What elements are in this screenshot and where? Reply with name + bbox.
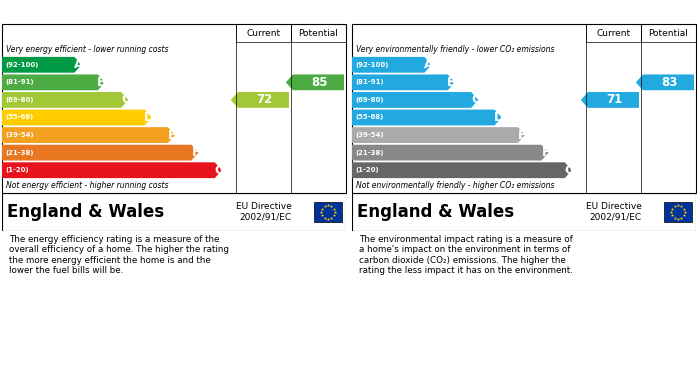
Bar — [314, 202, 342, 222]
Text: Not energy efficient - higher running costs: Not energy efficient - higher running co… — [6, 181, 169, 190]
Polygon shape — [352, 127, 525, 143]
Text: (39-54): (39-54) — [355, 132, 384, 138]
Text: 71: 71 — [607, 93, 623, 106]
Bar — [586, 24, 641, 42]
Text: Potential: Potential — [648, 29, 688, 38]
Text: (81-91): (81-91) — [5, 79, 34, 85]
Polygon shape — [2, 162, 222, 178]
Text: E: E — [168, 129, 176, 142]
Text: F: F — [191, 146, 200, 159]
Bar — [664, 202, 692, 222]
Polygon shape — [581, 92, 639, 108]
Polygon shape — [352, 57, 431, 73]
Text: (69-80): (69-80) — [5, 97, 34, 103]
Text: Environmental Impact (CO₂) Rating: Environmental Impact (CO₂) Rating — [357, 7, 603, 20]
Text: 83: 83 — [662, 76, 678, 89]
Text: (21-38): (21-38) — [355, 150, 384, 156]
Polygon shape — [2, 109, 152, 126]
Text: G: G — [564, 164, 574, 177]
Text: Current: Current — [246, 29, 281, 38]
Text: Very energy efficient - lower running costs: Very energy efficient - lower running co… — [6, 45, 169, 54]
Text: England & Wales: England & Wales — [357, 203, 514, 221]
Bar — [236, 24, 291, 42]
Polygon shape — [2, 74, 105, 90]
Text: (92-100): (92-100) — [355, 62, 388, 68]
Bar — [291, 24, 346, 42]
Text: C: C — [121, 93, 130, 106]
Text: EU Directive
2002/91/EC: EU Directive 2002/91/EC — [236, 202, 292, 222]
Polygon shape — [2, 92, 128, 108]
Polygon shape — [352, 74, 455, 90]
Polygon shape — [352, 109, 502, 126]
Polygon shape — [352, 162, 572, 178]
Text: (39-54): (39-54) — [5, 132, 34, 138]
Polygon shape — [2, 127, 175, 143]
Polygon shape — [352, 145, 549, 161]
Text: D: D — [494, 111, 504, 124]
Text: E: E — [518, 129, 526, 142]
Text: Current: Current — [596, 29, 631, 38]
Text: (21-38): (21-38) — [5, 150, 34, 156]
Polygon shape — [231, 92, 289, 108]
Text: 85: 85 — [312, 76, 328, 89]
Text: (55-68): (55-68) — [5, 115, 34, 120]
Polygon shape — [286, 74, 344, 90]
Text: (69-80): (69-80) — [355, 97, 384, 103]
Text: (81-91): (81-91) — [355, 79, 384, 85]
Text: B: B — [447, 76, 457, 89]
Text: A: A — [74, 58, 83, 71]
Text: B: B — [97, 76, 107, 89]
Text: Not environmentally friendly - higher CO₂ emissions: Not environmentally friendly - higher CO… — [356, 181, 554, 190]
Bar — [641, 24, 696, 42]
Text: (1-20): (1-20) — [5, 167, 29, 173]
Text: G: G — [214, 164, 224, 177]
Text: Energy Efficiency Rating: Energy Efficiency Rating — [7, 7, 178, 20]
Text: C: C — [471, 93, 480, 106]
Text: England & Wales: England & Wales — [7, 203, 164, 221]
Text: The energy efficiency rating is a measure of the
overall efficiency of a home. T: The energy efficiency rating is a measur… — [9, 235, 229, 275]
Text: A: A — [424, 58, 433, 71]
Text: Very environmentally friendly - lower CO₂ emissions: Very environmentally friendly - lower CO… — [356, 45, 554, 54]
Text: (92-100): (92-100) — [5, 62, 38, 68]
Text: 72: 72 — [257, 93, 273, 106]
Text: (55-68): (55-68) — [355, 115, 384, 120]
Text: The environmental impact rating is a measure of
a home's impact on the environme: The environmental impact rating is a mea… — [359, 235, 573, 275]
Text: (1-20): (1-20) — [355, 167, 379, 173]
Text: F: F — [541, 146, 550, 159]
Polygon shape — [2, 57, 81, 73]
Polygon shape — [2, 145, 199, 161]
Text: D: D — [144, 111, 154, 124]
Text: EU Directive
2002/91/EC: EU Directive 2002/91/EC — [586, 202, 642, 222]
Polygon shape — [636, 74, 694, 90]
Text: Potential: Potential — [298, 29, 338, 38]
Polygon shape — [352, 92, 478, 108]
